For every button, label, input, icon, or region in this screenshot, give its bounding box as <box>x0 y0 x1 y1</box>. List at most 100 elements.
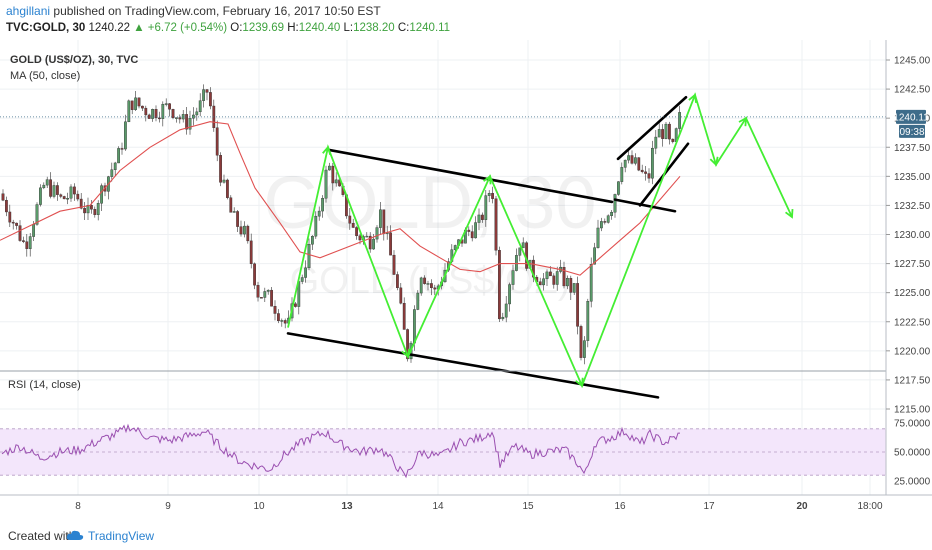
candle <box>8 204 12 227</box>
candle <box>219 152 222 187</box>
candle <box>164 98 168 107</box>
candle <box>647 168 651 183</box>
ma-legend: MA (50, close) <box>10 70 80 82</box>
candle <box>171 108 175 120</box>
candle <box>498 246 501 322</box>
price-tick-label: 1220.00 <box>894 346 931 357</box>
candle <box>654 129 658 155</box>
candle <box>487 190 491 203</box>
rsi-tick-label: 75.0000 <box>894 419 931 430</box>
candle <box>572 283 576 296</box>
time-tick-label: 8 <box>75 501 81 512</box>
arrowhead <box>483 174 492 185</box>
time-tick-label: 9 <box>165 501 171 512</box>
price-tick-label: 1225.00 <box>894 288 931 299</box>
candle <box>603 218 607 225</box>
published-text: published on TradingView.com, February 1… <box>53 4 381 18</box>
candle <box>368 232 372 253</box>
time-tick-label: 16 <box>614 501 626 512</box>
channel-line[interactable] <box>325 148 614 204</box>
candle <box>331 162 335 191</box>
price-axis[interactable]: 1245.001242.501240.001237.501235.001232.… <box>886 56 931 416</box>
candle <box>208 87 212 110</box>
channel-line[interactable] <box>616 95 688 161</box>
rsi-guides <box>0 428 886 476</box>
candle <box>89 200 93 214</box>
ohlc-close-value: 1240.11 <box>409 22 451 34</box>
candle <box>596 219 600 249</box>
price-change: ▲ +6.72 (+0.54%) <box>133 22 228 34</box>
candle <box>504 295 508 323</box>
author-link[interactable]: ahgillani <box>6 4 51 18</box>
candle <box>28 232 32 257</box>
candle <box>637 157 641 172</box>
candle <box>600 217 603 232</box>
symbol-row: TVC:GOLD, 30 1240.22 ▲ +6.72 (+0.54%) O:… <box>6 22 450 34</box>
candle <box>430 279 433 296</box>
price-tick-label: 1222.50 <box>894 317 931 328</box>
candle <box>521 237 525 249</box>
candle <box>239 220 243 237</box>
candle <box>555 266 559 291</box>
channel-line[interactable] <box>613 198 677 213</box>
candle <box>494 195 498 256</box>
candle <box>154 105 158 122</box>
candle <box>311 235 314 250</box>
candle <box>470 225 474 242</box>
current-price-label: 1240.11 09:38 <box>893 109 929 138</box>
channel-line[interactable] <box>286 332 660 399</box>
candle <box>236 209 239 232</box>
candle <box>606 214 610 224</box>
candle <box>317 206 321 221</box>
time-tick-label: 10 <box>253 501 265 512</box>
candle <box>232 207 236 213</box>
ma-line <box>0 121 681 276</box>
rsi-tick-label: 50.0000 <box>894 448 931 459</box>
candle <box>304 260 307 283</box>
tradingview-brand[interactable]: TradingView <box>88 529 155 543</box>
candle <box>552 273 556 289</box>
arrowhead <box>401 348 410 359</box>
candle <box>120 142 124 155</box>
candle <box>127 99 131 123</box>
candle <box>375 225 379 243</box>
candle <box>491 186 494 204</box>
candle <box>399 282 403 305</box>
candle <box>100 183 104 212</box>
candle <box>181 110 185 123</box>
candle <box>185 107 188 135</box>
candle <box>137 97 141 109</box>
candle <box>389 225 392 256</box>
candle <box>324 165 328 203</box>
candle <box>178 114 182 124</box>
svg-text:09:38: 09:38 <box>899 127 924 138</box>
candle <box>518 247 522 262</box>
candle <box>96 200 100 221</box>
candle <box>76 190 80 202</box>
price-tick-label: 1235.00 <box>894 172 931 183</box>
candle <box>42 182 46 190</box>
price-tick-label: 1217.50 <box>894 375 931 386</box>
candle <box>59 193 63 199</box>
candle <box>569 275 573 300</box>
created-with-text: Created with <box>8 529 76 543</box>
candle <box>620 162 624 185</box>
candle <box>613 193 617 218</box>
ohlc-close-label: C: <box>397 22 410 34</box>
candle <box>39 184 42 207</box>
arrowhead <box>322 145 332 156</box>
candle <box>222 174 226 184</box>
candle <box>188 110 192 135</box>
rsi-axis: 75.0000 50.0000 25.0000 <box>894 419 931 488</box>
candle <box>266 289 270 295</box>
candle <box>4 196 8 217</box>
arrowhead <box>688 93 697 103</box>
rsi-line <box>1 423 680 479</box>
candle <box>277 309 280 324</box>
chart-canvas[interactable]: GOLD, 30 GOLD (US$/OZ) 1245.00 1242.50 124… <box>0 40 932 520</box>
svg-text:1240.11: 1240.11 <box>893 112 929 123</box>
time-axis[interactable]: 8 9 10 13 14 15 16 17 20 18:00 <box>75 501 883 512</box>
candle <box>147 113 151 119</box>
candle <box>481 212 484 223</box>
candle <box>280 318 284 327</box>
